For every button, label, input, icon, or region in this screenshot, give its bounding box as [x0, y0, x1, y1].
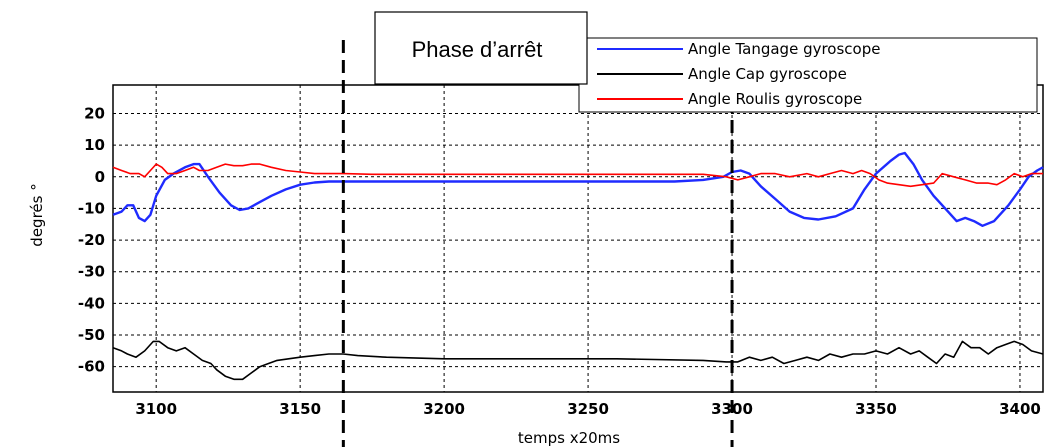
x-axis-ticks: 3100315032003250330033503400 — [135, 400, 1041, 418]
annotation-label: Phase d’arrêt — [412, 37, 543, 62]
x-tick-label: 3200 — [423, 400, 465, 418]
x-tick-label: 3150 — [279, 400, 321, 418]
y-tick-label: -20 — [78, 231, 105, 249]
legend: Angle Tangage gyroscope Angle Cap gyrosco… — [578, 37, 1038, 113]
y-tick-label: 10 — [84, 136, 105, 154]
annotation-box — [374, 11, 588, 85]
x-tick-label: 3250 — [567, 400, 609, 418]
x-tick-label: 3400 — [999, 400, 1041, 418]
series-line-2 — [112, 163, 1043, 188]
y-tick-label: -10 — [78, 199, 105, 217]
series-lines — [112, 151, 1044, 381]
x-tick-label: 3100 — [135, 400, 177, 418]
y-tick-label: -50 — [78, 326, 105, 344]
legend-label: Angle Tangage gyroscope — [688, 40, 880, 58]
legend-label: Angle Cap gyroscope — [688, 65, 847, 83]
y-tick-label: -30 — [78, 263, 105, 281]
phase-annotation: Phase d’arrêt — [374, 11, 588, 85]
y-tick-label: 20 — [84, 104, 105, 122]
plot-area — [112, 84, 1044, 393]
y-tick-label: -60 — [78, 358, 105, 376]
x-tick-label: 3350 — [855, 400, 897, 418]
y-axis-ticks: 20 10 0 -10 -20 -30 -40 -50 -60 — [78, 104, 105, 375]
y-tick-label: -40 — [78, 294, 105, 312]
x-axis-label: temps x20ms — [518, 429, 620, 447]
grid — [113, 85, 1043, 392]
legend-label: Angle Roulis gyroscope — [688, 90, 862, 108]
series-line-1 — [112, 340, 1044, 381]
y-axis-label: degrés ° — [28, 183, 46, 246]
y-tick-label: 0 — [95, 168, 105, 186]
